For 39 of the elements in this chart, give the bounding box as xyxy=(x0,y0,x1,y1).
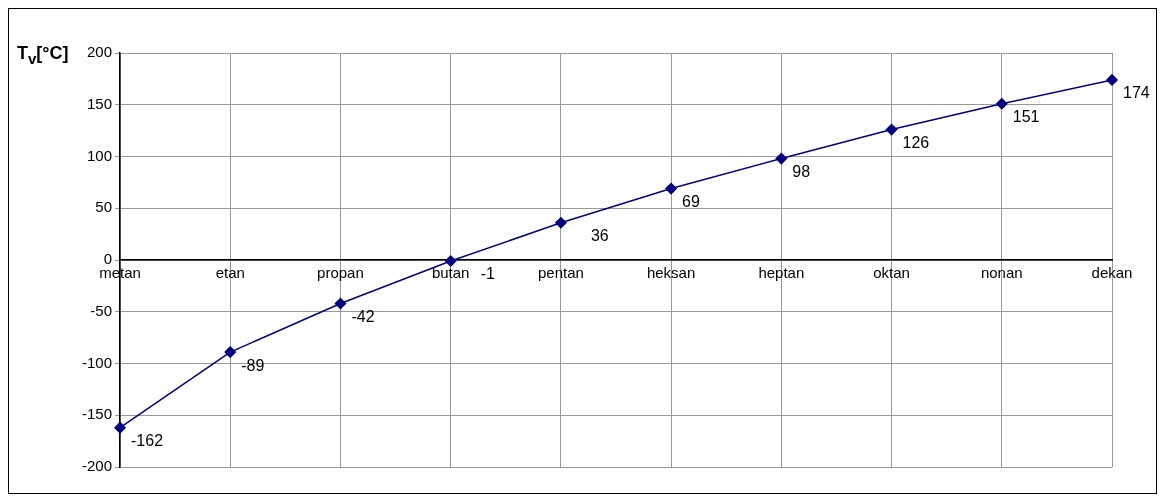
x-tick-label: propan xyxy=(317,264,364,282)
y-tick-label: -100 xyxy=(81,353,113,371)
y-tick-label: -200 xyxy=(81,457,113,475)
x-tick-label: heptan xyxy=(758,264,805,282)
y-tick-label: -50 xyxy=(90,301,113,319)
y-tick-label: 0 xyxy=(103,250,113,268)
point xyxy=(224,346,236,358)
point xyxy=(114,421,126,434)
point xyxy=(555,216,567,229)
x-tick-label: dekan xyxy=(1091,264,1133,282)
point xyxy=(775,152,788,165)
y-tick-label: 100 xyxy=(86,146,113,164)
x-tick-label: pentan xyxy=(537,264,584,282)
data-label: -42 xyxy=(351,307,375,325)
point xyxy=(996,97,1008,110)
point xyxy=(885,123,898,136)
y-axis-title: T$_{v}$[°C] xyxy=(17,43,69,67)
data-label: 36 xyxy=(590,227,609,245)
x-tick-label: butan xyxy=(431,264,470,282)
data-label: 151 xyxy=(1012,108,1040,126)
point xyxy=(1106,74,1118,86)
x-tick-label: oktan xyxy=(873,264,910,282)
point xyxy=(444,255,457,267)
data-label: -89 xyxy=(241,356,265,374)
x-tick-label: nonan xyxy=(980,264,1023,282)
data-label: -1 xyxy=(480,265,496,283)
y-tick-label: 150 xyxy=(86,94,113,112)
data-label: -162 xyxy=(131,432,164,450)
x-tick-label: heksan xyxy=(646,264,696,282)
x-tick-label: etan xyxy=(215,264,245,282)
data-label: 174 xyxy=(1123,84,1150,102)
data-label: 98 xyxy=(792,162,811,180)
point xyxy=(665,182,677,195)
data-label: 69 xyxy=(682,192,701,210)
data-label: 126 xyxy=(902,134,930,151)
y-tick-label: 200 xyxy=(86,43,113,61)
y-tick-label: -150 xyxy=(81,405,113,423)
point xyxy=(334,297,347,310)
y-tick-label: 50 xyxy=(95,198,113,216)
